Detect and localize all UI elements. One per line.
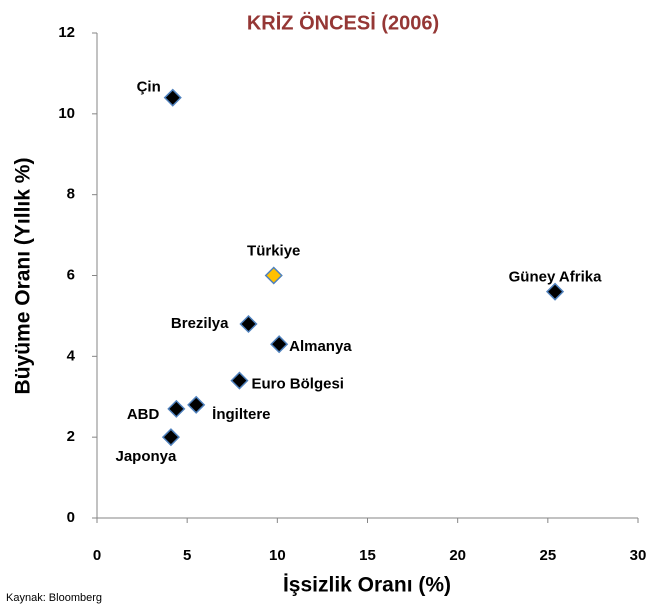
y-tick-label: 0	[67, 509, 75, 526]
point-label: Çin	[137, 79, 161, 96]
point	[167, 399, 186, 418]
x-tick-label: 25	[539, 547, 556, 564]
point-label: ABD	[127, 406, 160, 423]
point	[187, 395, 206, 414]
y-tick-label: 4	[67, 347, 76, 364]
point-label: Almanya	[289, 338, 352, 355]
x-tick-label: 20	[449, 547, 466, 564]
point	[270, 335, 289, 354]
x-tick-label: 30	[630, 547, 647, 564]
y-axis-title: Büyüme Oranı (Yıllık %)	[12, 158, 35, 395]
point	[230, 371, 249, 390]
source-note: Kaynak: Bloomberg	[6, 592, 102, 604]
y-tick-label: 6	[67, 266, 75, 283]
y-tick-label: 10	[58, 105, 75, 122]
chart-title: KRİZ ÖNCESİ (2006)	[247, 11, 439, 34]
point-label: Türkiye	[247, 242, 300, 259]
point	[545, 282, 565, 301]
point	[264, 266, 283, 285]
x-axis-title: İşsizlik Oranı (%)	[283, 574, 451, 597]
x-tick-label: 0	[93, 547, 101, 564]
point-label: İngiltere	[212, 406, 270, 423]
x-tick-label: 15	[359, 547, 376, 564]
y-tick-label: 12	[58, 24, 75, 41]
x-tick-label: 10	[269, 547, 286, 564]
point-label: Japonya	[116, 448, 178, 465]
point	[163, 88, 182, 107]
point-label: Euro Bölgesi	[251, 376, 344, 393]
y-tick-label: 2	[67, 428, 75, 445]
y-tick-label: 8	[67, 186, 75, 203]
point-label: Güney Afrika	[509, 269, 602, 286]
point	[161, 428, 180, 447]
x-tick-label: 5	[183, 547, 191, 564]
point-label: Brezilya	[171, 315, 229, 332]
point	[239, 314, 258, 334]
